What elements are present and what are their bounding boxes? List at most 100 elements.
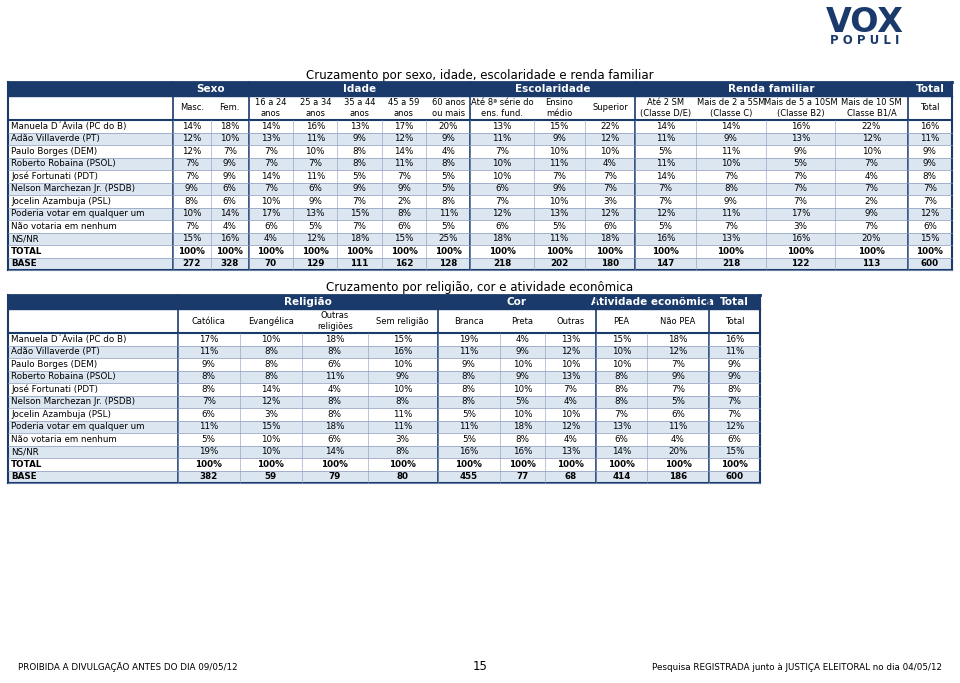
Text: Nelson Marchezan Jr. (PSDB): Nelson Marchezan Jr. (PSDB) <box>11 398 135 406</box>
Text: 100%: 100% <box>664 460 691 469</box>
Text: 100%: 100% <box>301 247 328 255</box>
Text: 455: 455 <box>460 472 478 482</box>
Text: 8%: 8% <box>327 347 342 357</box>
Text: 8%: 8% <box>728 385 741 394</box>
Text: 20%: 20% <box>439 122 458 130</box>
Text: 11%: 11% <box>393 422 413 431</box>
Text: 8%: 8% <box>396 398 410 406</box>
Text: 11%: 11% <box>439 209 458 219</box>
Text: Roberto Robaina (PSOL): Roberto Robaina (PSOL) <box>11 372 116 381</box>
Text: 7%: 7% <box>264 184 278 193</box>
Text: 100%: 100% <box>347 247 373 255</box>
Text: 18%: 18% <box>220 122 239 130</box>
Text: Não PEA: Não PEA <box>660 316 696 326</box>
Text: 9%: 9% <box>552 135 566 143</box>
Bar <box>8 133 952 145</box>
Text: 8%: 8% <box>202 385 216 394</box>
Text: 11%: 11% <box>305 171 325 181</box>
Text: 11%: 11% <box>668 422 687 431</box>
Text: BASE: BASE <box>11 472 36 482</box>
Text: 12%: 12% <box>725 422 744 431</box>
Text: 7%: 7% <box>603 171 617 181</box>
Text: 100%: 100% <box>179 247 205 255</box>
Text: 100%: 100% <box>391 247 418 255</box>
Text: 18%: 18% <box>668 335 687 344</box>
Text: 7%: 7% <box>794 171 807 181</box>
Bar <box>8 96 952 120</box>
Text: Pesquisa REGISTRADA junto à JUSTIÇA ELEITORAL no dia 04/05/12: Pesquisa REGISTRADA junto à JUSTIÇA ELEI… <box>652 663 942 671</box>
Text: 15: 15 <box>472 660 488 673</box>
Text: 7%: 7% <box>308 159 323 168</box>
Text: Cruzamento por sexo, idade, escolaridade e renda familiar: Cruzamento por sexo, idade, escolaridade… <box>306 68 654 81</box>
Text: 7%: 7% <box>724 171 738 181</box>
Text: 18%: 18% <box>325 335 345 344</box>
Text: 12%: 12% <box>492 209 512 219</box>
Text: 4%: 4% <box>516 335 530 344</box>
Text: Fem.: Fem. <box>220 104 240 113</box>
Text: 10%: 10% <box>513 410 532 419</box>
Text: 10%: 10% <box>612 360 632 369</box>
Text: Outras: Outras <box>557 316 585 326</box>
Text: 100%: 100% <box>608 460 635 469</box>
Text: 4%: 4% <box>223 222 237 231</box>
Text: 13%: 13% <box>561 335 581 344</box>
Text: 7%: 7% <box>603 184 617 193</box>
Text: 11%: 11% <box>325 372 345 381</box>
Text: 10%: 10% <box>600 147 619 156</box>
Text: 8%: 8% <box>614 385 629 394</box>
Text: 9%: 9% <box>923 159 937 168</box>
Text: Poderia votar em qualquer um: Poderia votar em qualquer um <box>11 209 145 219</box>
Text: Mais de 5 a 10SM
(Classe B2): Mais de 5 a 10SM (Classe B2) <box>764 98 837 117</box>
Text: 9%: 9% <box>202 360 216 369</box>
Text: 100%: 100% <box>257 247 284 255</box>
Text: 7%: 7% <box>552 171 566 181</box>
Text: 17%: 17% <box>261 209 280 219</box>
Text: 100%: 100% <box>557 460 584 469</box>
Text: 7%: 7% <box>728 410 741 419</box>
Text: 10%: 10% <box>561 360 581 369</box>
Bar <box>8 309 760 333</box>
Text: 15%: 15% <box>725 447 744 456</box>
Text: P O P U L I: P O P U L I <box>830 33 900 46</box>
Text: 22%: 22% <box>862 122 881 130</box>
Text: 7%: 7% <box>495 197 509 206</box>
Text: 5%: 5% <box>516 398 530 406</box>
Text: 6%: 6% <box>328 360 342 369</box>
Text: 9%: 9% <box>352 135 367 143</box>
Text: 60 anos
ou mais: 60 anos ou mais <box>432 98 465 117</box>
Text: Religião: Religião <box>284 297 331 307</box>
Text: 6%: 6% <box>495 222 509 231</box>
Text: 9%: 9% <box>552 184 566 193</box>
Text: VOX: VOX <box>826 7 904 40</box>
Text: Branca: Branca <box>454 316 484 326</box>
Text: 12%: 12% <box>395 135 414 143</box>
Text: 3%: 3% <box>794 222 807 231</box>
Text: 5%: 5% <box>442 171 455 181</box>
Text: 5%: 5% <box>671 398 685 406</box>
Text: 18%: 18% <box>600 234 619 243</box>
Text: 4%: 4% <box>442 147 455 156</box>
Text: 12%: 12% <box>182 135 202 143</box>
Text: 7%: 7% <box>264 159 278 168</box>
Text: 7%: 7% <box>794 197 807 206</box>
Text: Superior: Superior <box>592 104 628 113</box>
Text: 122: 122 <box>791 260 810 268</box>
Text: 8%: 8% <box>264 360 277 369</box>
Text: 16%: 16% <box>305 122 325 130</box>
Text: 100%: 100% <box>717 247 744 255</box>
Text: Até 8ª série do
ens. fund.: Até 8ª série do ens. fund. <box>470 98 534 117</box>
Text: 15%: 15% <box>920 234 940 243</box>
Text: 6%: 6% <box>671 410 684 419</box>
Text: 6%: 6% <box>397 222 411 231</box>
Text: 5%: 5% <box>202 435 216 444</box>
Text: 14%: 14% <box>261 385 280 394</box>
Text: 4%: 4% <box>264 234 277 243</box>
Text: 2%: 2% <box>397 197 411 206</box>
Text: TOTAL: TOTAL <box>11 247 42 255</box>
Text: 8%: 8% <box>264 372 277 381</box>
Text: Jocelin Azambuja (PSL): Jocelin Azambuja (PSL) <box>11 410 111 419</box>
Text: 12%: 12% <box>600 135 619 143</box>
Text: 9%: 9% <box>223 171 237 181</box>
Text: 13%: 13% <box>349 122 370 130</box>
Text: 14%: 14% <box>612 447 631 456</box>
